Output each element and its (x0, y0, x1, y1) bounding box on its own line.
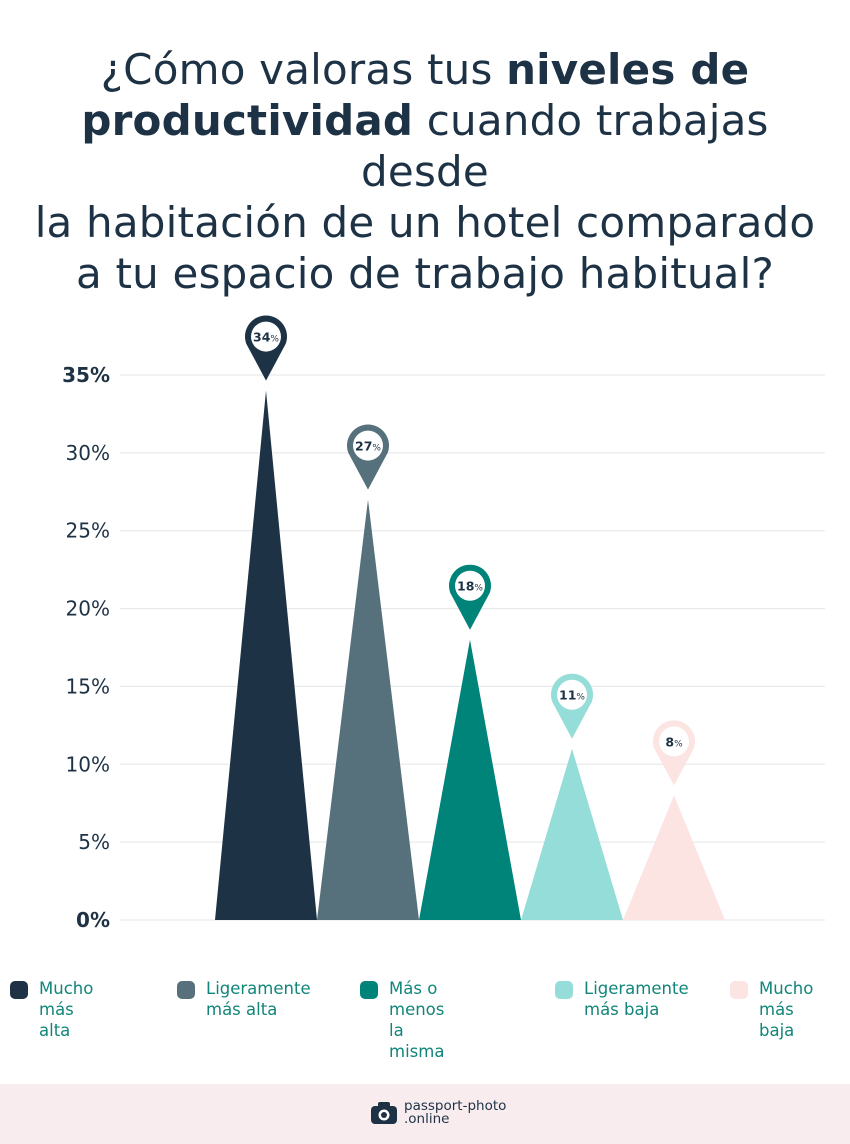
value-markers: 34% 27% 18% 11% 8% (245, 315, 695, 786)
footer: passport-photo .online (0, 1084, 850, 1144)
chart-title: ¿Cómo valoras tus niveles de productivid… (20, 44, 830, 299)
y-tick-label: 0% (76, 908, 110, 932)
data-label: 18% (457, 579, 483, 594)
brand-logo-text: passport-photo .online (404, 1098, 507, 1127)
legend-label: Mucho más alta (39, 979, 94, 1040)
marker-circle (659, 726, 689, 757)
value-label: 34% (245, 315, 287, 381)
title-line-2: productividad cuando trabajas desde (81, 96, 769, 196)
data-label: 34% (253, 330, 279, 345)
legend-swatch (360, 981, 378, 999)
y-tick-label: 15% (66, 674, 110, 698)
legend-swatch (10, 981, 28, 999)
bar (419, 639, 521, 920)
camera-icon (371, 1102, 397, 1124)
value-label: 27% (347, 424, 389, 490)
marker-circle (455, 570, 485, 601)
y-axis-ticks: 0% 5% 10% 15% 20% 25% 30% 35% (62, 363, 110, 932)
y-tick-label: 20% (66, 597, 110, 621)
title-line-1: ¿Cómo valoras tus niveles de (100, 45, 750, 94)
legend-label: Ligeramente más alta (206, 979, 311, 1019)
value-label: 8% (653, 720, 695, 786)
y-tick-label: 25% (66, 519, 110, 543)
bar (317, 499, 419, 920)
marker-circle (251, 321, 281, 352)
value-label: 18% (449, 564, 491, 630)
legend-label: Ligeramente más baja (584, 979, 689, 1019)
legend-swatch (177, 981, 195, 999)
y-tick-label: 35% (62, 363, 110, 387)
marker-circle (353, 430, 383, 461)
data-label: 11% (559, 688, 585, 703)
legend-swatch (555, 981, 573, 999)
y-tick-label: 10% (66, 752, 110, 776)
legend-swatch (730, 981, 748, 999)
bar (215, 390, 317, 921)
bar (623, 795, 725, 920)
data-label: 27% (355, 439, 381, 454)
bars (215, 390, 725, 921)
marker-circle (557, 679, 587, 710)
bar (521, 748, 623, 920)
y-tick-label: 5% (78, 830, 110, 854)
y-tick-label: 30% (66, 441, 110, 465)
legend-label: Más o menos la misma (389, 979, 445, 1061)
title-line-3: la habitación de un hotel comparado (34, 198, 816, 247)
legend-label: Mucho más baja (759, 979, 814, 1040)
bar-chart: 0% 5% 10% 15% 20% 25% 30% 35% 34% 27% 18% 11% 8% (62, 315, 825, 932)
value-label: 11% (551, 673, 593, 739)
data-label: 8% (665, 734, 683, 749)
title-line-4: a tu espacio de trabajo habitual? (76, 249, 774, 298)
